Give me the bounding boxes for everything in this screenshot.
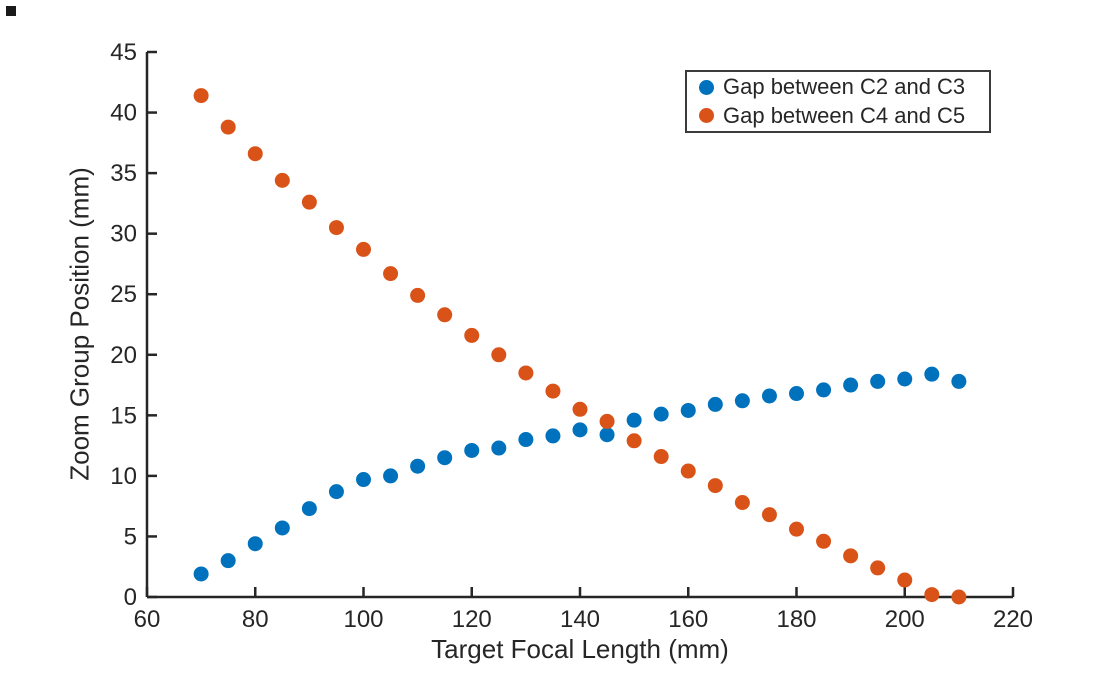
x-tick-label: 100 xyxy=(343,606,383,633)
data-point-series-1 xyxy=(653,406,669,422)
legend: Gap between C2 and C3 Gap between C4 and… xyxy=(685,70,991,133)
data-point-series-2 xyxy=(707,478,723,494)
data-point-series-2 xyxy=(951,589,967,605)
x-tick-label: 180 xyxy=(776,606,816,633)
data-point-series-2 xyxy=(734,495,750,511)
data-point-series-1 xyxy=(437,450,453,466)
data-point-series-1 xyxy=(761,388,777,404)
data-point-series-1 xyxy=(599,427,615,443)
x-tick-label: 220 xyxy=(993,606,1033,633)
legend-item: Gap between C2 and C3 xyxy=(699,74,989,100)
data-point-series-2 xyxy=(301,194,317,210)
data-point-series-1 xyxy=(356,472,371,488)
y-tick-label: 5 xyxy=(124,523,137,550)
data-point-series-1 xyxy=(680,402,696,418)
y-axis-label: Zoom Group Position (mm) xyxy=(64,167,95,481)
data-point-series-2 xyxy=(626,433,642,449)
data-point-series-2 xyxy=(193,88,209,104)
series-marker-icon xyxy=(699,79,714,95)
data-point-series-1 xyxy=(951,373,967,389)
data-point-series-1 xyxy=(924,366,940,382)
data-point-series-2 xyxy=(924,587,940,603)
legend-item: Gap between C4 and C5 xyxy=(699,103,989,129)
y-tick-label: 30 xyxy=(110,221,137,248)
data-point-series-1 xyxy=(220,553,236,569)
data-point-series-1 xyxy=(626,412,642,428)
data-point-series-2 xyxy=(491,347,507,363)
data-point-series-2 xyxy=(599,413,615,429)
data-point-series-2 xyxy=(410,287,426,303)
data-point-series-1 xyxy=(897,371,913,387)
y-tick-label: 20 xyxy=(110,342,137,369)
data-point-series-2 xyxy=(518,365,534,381)
y-tick-label: 15 xyxy=(110,402,137,429)
data-point-series-1 xyxy=(328,484,344,500)
data-point-series-2 xyxy=(437,307,453,323)
data-point-series-1 xyxy=(545,428,561,444)
y-tick-label: 25 xyxy=(110,281,137,308)
data-point-series-1 xyxy=(274,520,290,536)
data-point-series-2 xyxy=(870,560,886,576)
data-point-series-2 xyxy=(897,572,913,588)
data-point-series-2 xyxy=(789,521,804,537)
data-point-series-1 xyxy=(572,422,588,438)
data-point-series-1 xyxy=(816,382,832,398)
data-point-series-1 xyxy=(491,440,507,456)
data-point-series-1 xyxy=(464,442,480,458)
x-tick-label: 120 xyxy=(452,606,492,633)
data-point-series-2 xyxy=(572,401,588,417)
data-point-series-1 xyxy=(707,396,723,412)
y-tick-label: 35 xyxy=(110,160,137,187)
y-tick-label: 0 xyxy=(124,584,137,611)
data-point-series-1 xyxy=(870,373,886,389)
data-point-series-1 xyxy=(789,386,804,402)
data-point-series-2 xyxy=(328,220,344,236)
data-point-series-2 xyxy=(220,119,236,135)
data-point-series-1 xyxy=(193,566,209,582)
data-point-series-1 xyxy=(734,393,750,409)
data-point-series-1 xyxy=(843,377,859,393)
data-point-series-2 xyxy=(356,241,371,257)
x-tick-label: 160 xyxy=(668,606,708,633)
data-point-series-1 xyxy=(410,458,426,474)
data-point-series-1 xyxy=(247,536,263,552)
data-point-series-2 xyxy=(680,463,696,479)
data-point-series-2 xyxy=(816,533,832,549)
data-point-series-1 xyxy=(383,468,399,484)
x-axis-label: Target Focal Length (mm) xyxy=(431,634,729,664)
x-tick-label: 140 xyxy=(560,606,600,633)
data-point-series-2 xyxy=(464,327,480,343)
x-tick-label: 60 xyxy=(134,606,161,633)
data-point-series-2 xyxy=(761,507,777,523)
data-point-series-2 xyxy=(653,449,669,465)
data-point-series-2 xyxy=(383,266,399,282)
corner-artifact xyxy=(6,6,16,16)
data-point-series-2 xyxy=(247,146,263,162)
series-marker-icon xyxy=(699,108,714,124)
y-tick-label: 40 xyxy=(110,100,137,127)
data-point-series-1 xyxy=(518,432,534,448)
legend-label: Gap between C4 and C5 xyxy=(723,102,966,128)
data-point-series-2 xyxy=(545,383,561,399)
y-tick-label: 10 xyxy=(110,463,137,490)
legend-label: Gap between C2 and C3 xyxy=(723,74,966,100)
x-tick-label: 200 xyxy=(885,606,925,633)
data-point-series-2 xyxy=(843,548,859,564)
data-point-series-2 xyxy=(274,172,290,188)
x-tick-label: 80 xyxy=(242,606,269,633)
y-tick-label: 45 xyxy=(110,39,137,66)
data-point-series-1 xyxy=(301,501,317,517)
